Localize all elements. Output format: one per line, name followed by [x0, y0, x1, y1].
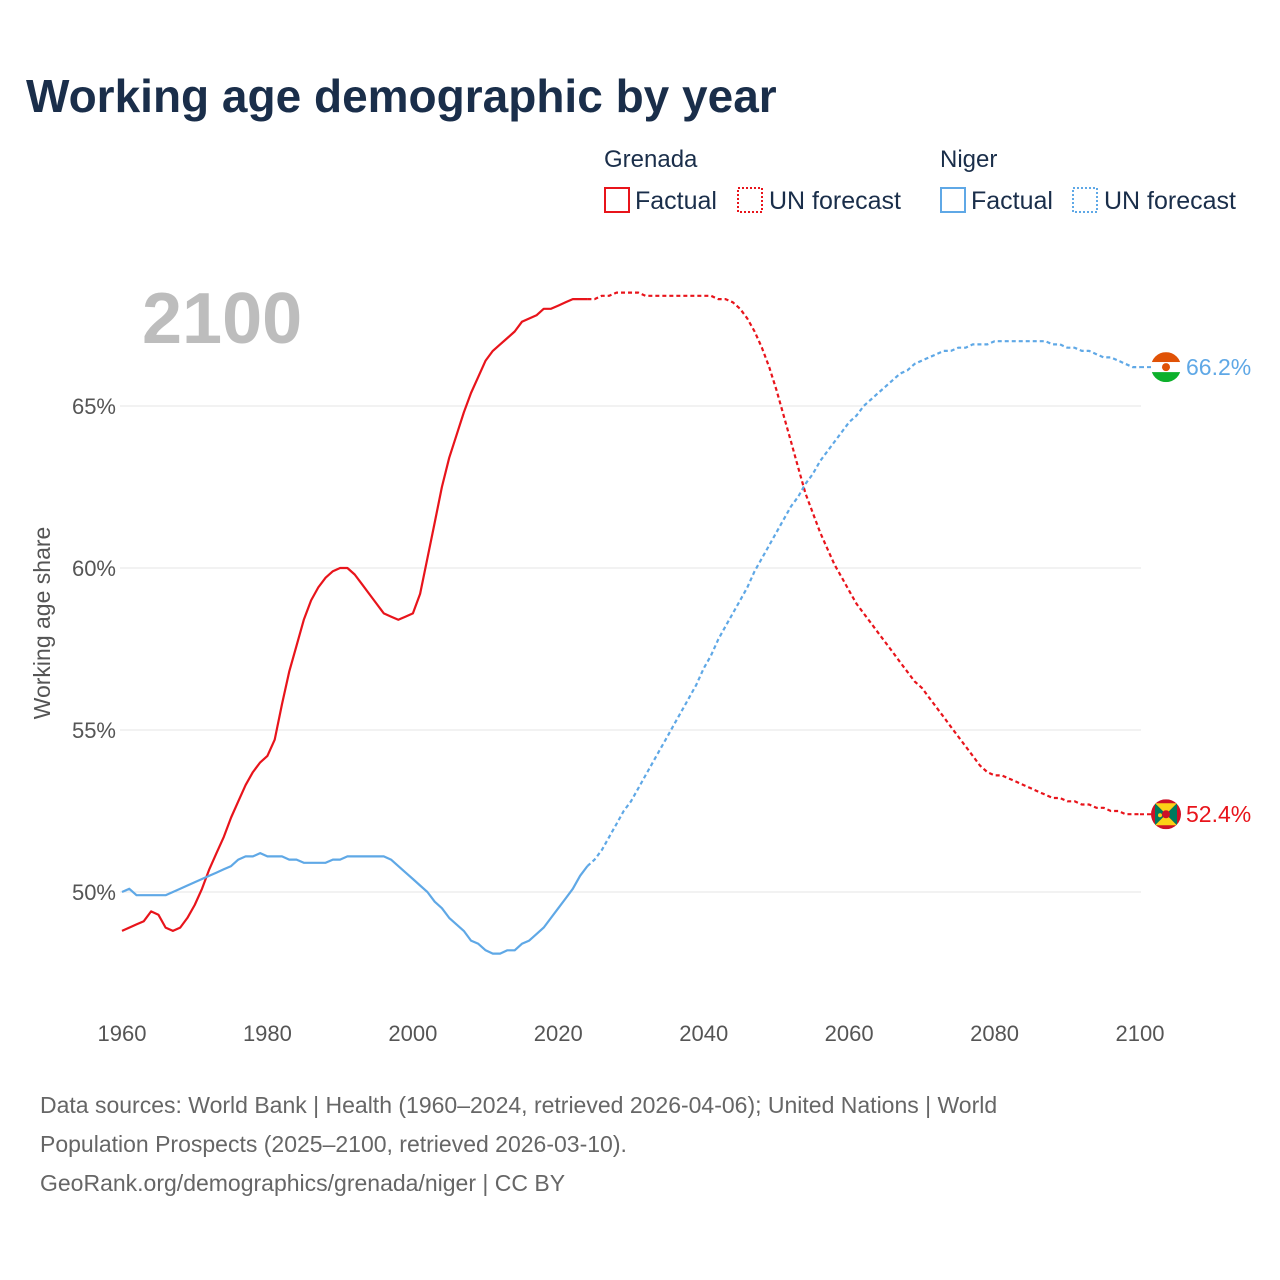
- niger-flag-icon: [1151, 352, 1181, 383]
- y-axis-label: Working age share: [29, 527, 55, 720]
- y-tick-label: 55%: [72, 718, 116, 743]
- x-tick-label: 2100: [1116, 1021, 1165, 1046]
- x-axis-ticks: 1960 1980 2000 2020 2040 2060 2080 2100: [98, 1021, 1165, 1046]
- x-tick-label: 2040: [679, 1021, 728, 1046]
- x-tick-label: 2000: [388, 1021, 437, 1046]
- grenada-flag-icon: [1151, 799, 1181, 830]
- x-tick-label: 2020: [534, 1021, 583, 1046]
- y-axis-ticks: 50% 55% 60% 65%: [72, 394, 116, 905]
- legend-label-grenada-forecast: UN forecast: [769, 187, 901, 215]
- source-line-2: Population Prospects (2025–2100, retriev…: [40, 1131, 627, 1157]
- legend-swatch-niger-factual: [940, 187, 966, 213]
- legend-group-grenada: Grenada: [604, 146, 698, 173]
- x-tick-label: 2060: [825, 1021, 874, 1046]
- legend-group-niger: Niger: [940, 146, 997, 173]
- end-label-grenada: 52.4%: [1186, 801, 1251, 827]
- source-line-1: Data sources: World Bank | Health (1960–…: [40, 1092, 997, 1118]
- line-niger-forecast: [586, 340, 1140, 867]
- year-watermark: 2100: [142, 279, 302, 359]
- line-grenada-factual: [121, 298, 588, 932]
- y-tick-label: 60%: [72, 556, 116, 581]
- source-line-3: GeoRank.org/demographics/grenada/niger |…: [40, 1170, 565, 1196]
- y-tick-label: 50%: [72, 880, 116, 905]
- y-tick-label: 65%: [72, 394, 116, 419]
- legend-label-niger-factual: Factual: [971, 187, 1053, 215]
- chart-title: Working age demographic by year: [26, 70, 777, 122]
- legend-label-niger-forecast: UN forecast: [1104, 187, 1236, 215]
- x-tick-label: 1960: [98, 1021, 147, 1046]
- series-lines: [121, 291, 1151, 955]
- gridlines: [120, 405, 1141, 893]
- x-tick-label: 2080: [970, 1021, 1019, 1046]
- legend-label-grenada-factual: Factual: [635, 187, 717, 215]
- legend-swatch-grenada-factual: [604, 187, 630, 213]
- legend-swatch-niger-forecast: [1072, 187, 1098, 213]
- legend-swatch-grenada-forecast: [737, 187, 763, 213]
- end-label-niger: 66.2%: [1186, 354, 1251, 380]
- line-grenada-forecast: [587, 291, 1140, 816]
- x-tick-label: 1980: [243, 1021, 292, 1046]
- legend: Grenada Factual UN forecast Niger Factua…: [604, 146, 1236, 215]
- line-niger-factual: [121, 852, 589, 955]
